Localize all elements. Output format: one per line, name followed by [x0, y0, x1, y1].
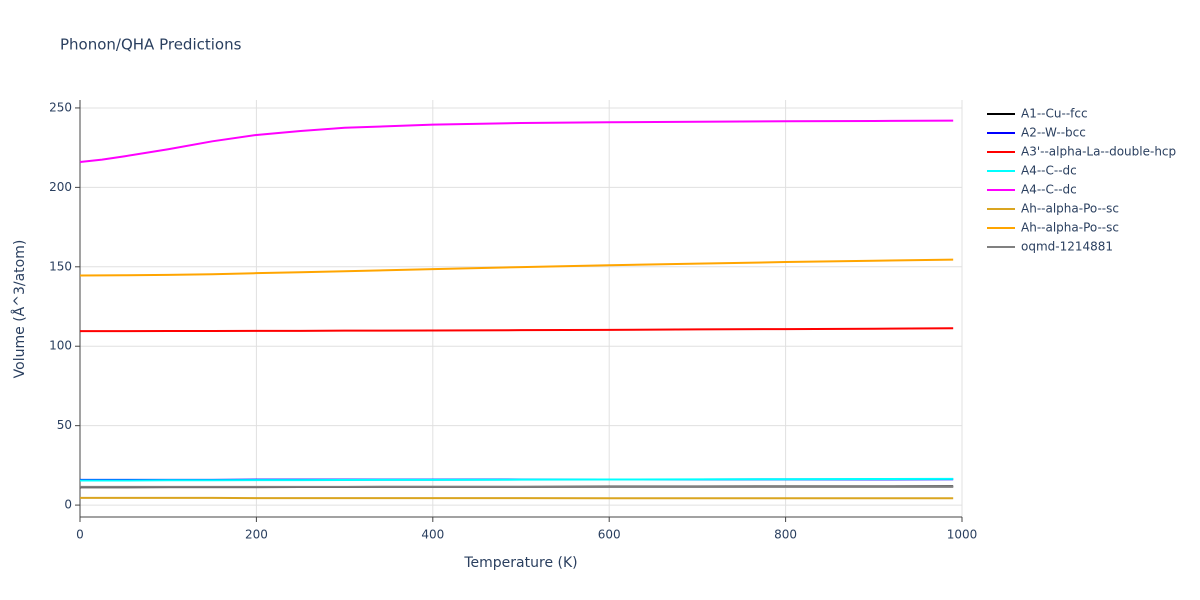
legend-label: Ah--alpha-Po--sc: [1021, 202, 1119, 216]
y-axis-title: Volume (Å^3/atom): [11, 240, 28, 379]
x-tick-label: 400: [421, 528, 444, 542]
series-line: [80, 477, 954, 482]
series-line: [79, 258, 954, 277]
legend-label: A4--C--dc: [1021, 183, 1077, 197]
y-tick-label: 150: [49, 259, 72, 273]
x-tick-label: 200: [245, 528, 268, 542]
series-line: [79, 119, 954, 163]
legend-label: A3'--alpha-La--double-hcp: [1021, 145, 1176, 159]
x-tick-label: 600: [598, 528, 621, 542]
series-line: [80, 327, 954, 333]
legend-label: Ah--alpha-Po--sc: [1021, 221, 1119, 235]
y-tick-label: 0: [64, 498, 72, 512]
x-axis-title: Temperature (K): [463, 555, 577, 571]
x-tick-label: 1000: [947, 528, 978, 542]
x-tick-label: 0: [76, 528, 84, 542]
y-tick-label: 250: [49, 100, 72, 114]
y-tick-label: 200: [49, 180, 72, 194]
y-tick-label: 100: [49, 339, 72, 353]
chart-title: Phonon/QHA Predictions: [60, 36, 242, 54]
x-tick-label: 800: [774, 528, 797, 542]
legend-label: A1--Cu--fcc: [1021, 107, 1088, 121]
legend-label: A4--C--dc: [1021, 164, 1077, 178]
y-tick-label: 50: [57, 418, 72, 432]
legend-label: A2--W--bcc: [1021, 126, 1086, 140]
legend-label: oqmd-1214881: [1021, 240, 1113, 254]
